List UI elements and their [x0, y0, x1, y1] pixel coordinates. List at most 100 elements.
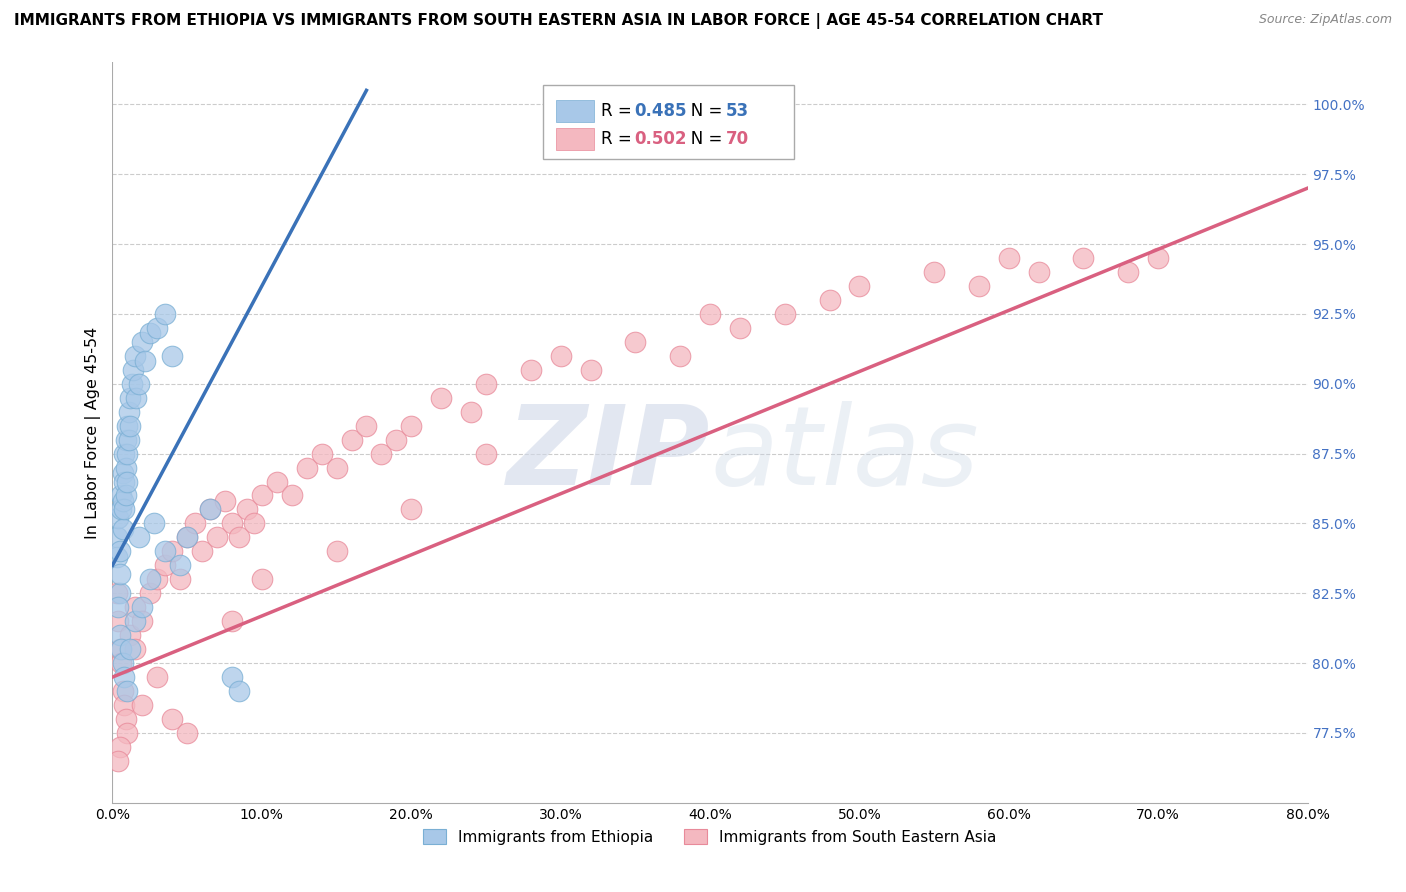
Point: [107, 600, 129, 615]
Point: [169, 572, 191, 586]
Point: [110, 656, 132, 670]
Point: [143, 516, 166, 531]
Point: [176, 530, 198, 544]
Point: [118, 433, 141, 447]
Point: [624, 334, 647, 349]
Point: [124, 614, 146, 628]
Point: [773, 307, 796, 321]
Point: [214, 494, 236, 508]
Point: [111, 684, 134, 698]
Point: [311, 446, 333, 460]
Point: [250, 572, 273, 586]
Point: [176, 726, 198, 740]
Point: [124, 600, 146, 615]
Point: [295, 460, 318, 475]
Point: [114, 475, 135, 489]
Point: [401, 418, 423, 433]
Point: [120, 418, 142, 433]
Point: [221, 670, 243, 684]
Point: [236, 502, 259, 516]
Point: [340, 433, 363, 447]
Point: [122, 363, 145, 377]
Point: [139, 326, 162, 341]
FancyBboxPatch shape: [543, 85, 794, 159]
Point: [114, 502, 135, 516]
Point: [385, 433, 408, 447]
Point: [153, 544, 176, 558]
Point: [110, 642, 132, 657]
Point: [117, 684, 139, 698]
Point: [221, 614, 243, 628]
FancyBboxPatch shape: [555, 128, 595, 150]
Point: [131, 614, 153, 628]
Point: [146, 572, 169, 586]
Point: [728, 321, 751, 335]
Point: [114, 446, 135, 460]
Point: [325, 460, 347, 475]
Point: [146, 670, 169, 684]
Point: [922, 265, 945, 279]
Point: [325, 544, 347, 558]
Text: ZIP: ZIP: [506, 401, 710, 508]
Point: [228, 684, 250, 698]
Point: [115, 460, 138, 475]
Point: [117, 418, 139, 433]
Point: [107, 614, 129, 628]
Point: [699, 307, 721, 321]
Point: [117, 726, 139, 740]
Point: [250, 488, 273, 502]
Point: [1073, 251, 1095, 265]
Point: [118, 405, 141, 419]
Text: 53: 53: [725, 102, 748, 120]
Point: [1147, 251, 1170, 265]
Y-axis label: In Labor Force | Age 45-54: In Labor Force | Age 45-54: [86, 326, 101, 539]
Point: [124, 349, 146, 363]
FancyBboxPatch shape: [555, 100, 595, 121]
Point: [111, 656, 134, 670]
Point: [108, 586, 131, 600]
Point: [108, 628, 131, 642]
Point: [107, 511, 129, 525]
Point: [115, 488, 138, 502]
Point: [460, 405, 482, 419]
Point: [162, 544, 183, 558]
Text: Source: ZipAtlas.com: Source: ZipAtlas.com: [1258, 13, 1392, 27]
Text: 0.485: 0.485: [634, 102, 688, 120]
Text: R =: R =: [602, 129, 637, 148]
Point: [114, 698, 135, 712]
Point: [266, 475, 288, 489]
Point: [162, 349, 183, 363]
Point: [125, 391, 148, 405]
Point: [108, 544, 131, 558]
Point: [105, 586, 128, 600]
Point: [153, 558, 176, 573]
Point: [105, 549, 128, 564]
Point: [111, 522, 134, 536]
Point: [205, 530, 228, 544]
Point: [110, 488, 132, 502]
Point: [107, 754, 129, 768]
Point: [1028, 265, 1050, 279]
Point: [120, 642, 142, 657]
Point: [198, 502, 221, 516]
Point: [110, 502, 132, 516]
Point: [117, 446, 139, 460]
Point: [131, 600, 153, 615]
Point: [401, 502, 423, 516]
Point: [120, 628, 142, 642]
Text: 0.502: 0.502: [634, 129, 688, 148]
Point: [243, 516, 266, 531]
Point: [818, 293, 841, 307]
Point: [124, 642, 146, 657]
Point: [139, 572, 162, 586]
Point: [550, 349, 572, 363]
Point: [117, 475, 139, 489]
Point: [111, 466, 134, 480]
Point: [120, 391, 142, 405]
Point: [169, 558, 191, 573]
Point: [115, 433, 138, 447]
Point: [121, 376, 143, 391]
Point: [108, 566, 131, 581]
Point: [281, 488, 304, 502]
Point: [550, 865, 572, 880]
